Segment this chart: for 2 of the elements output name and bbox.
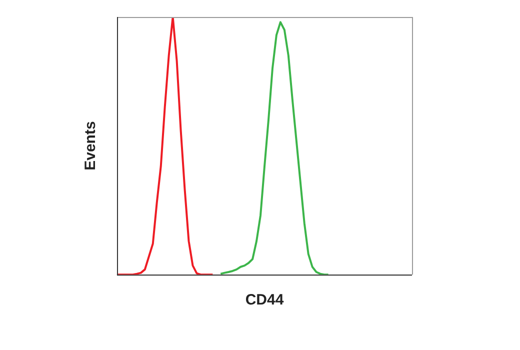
y-axis-title: Events — [82, 121, 100, 170]
x-axis-title: CD44 — [245, 292, 284, 309]
